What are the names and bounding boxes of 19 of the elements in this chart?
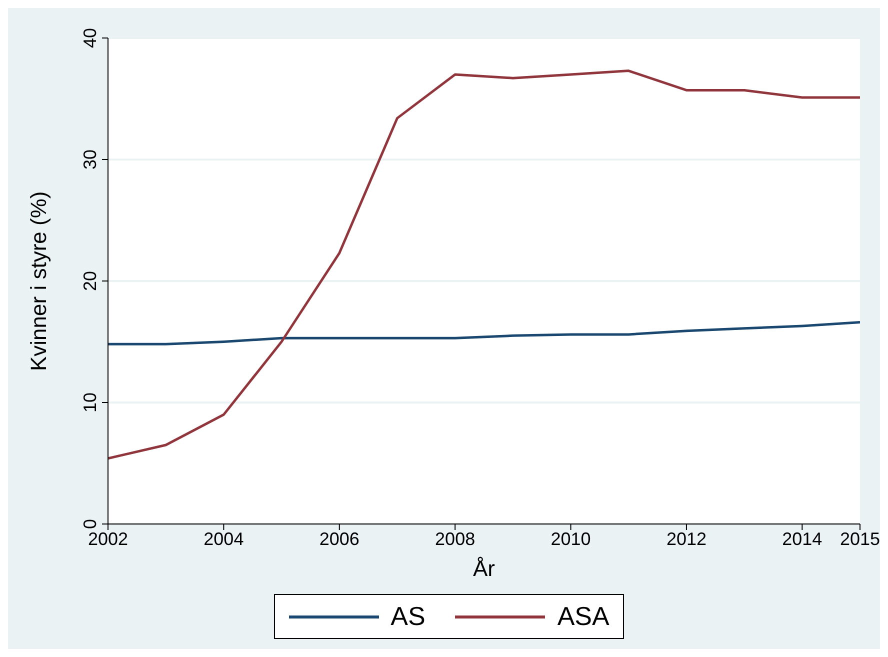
legend-label: AS <box>390 601 426 632</box>
x-tick-label: 2008 <box>435 528 476 549</box>
y-tick-label: 40 <box>80 28 100 48</box>
y-tick-label: 0 <box>80 518 100 530</box>
x-tick-label: 2014 <box>782 528 822 549</box>
x-axis-title: År <box>473 556 495 581</box>
legend-label: ASA <box>557 601 610 632</box>
x-tick-label: 2015 <box>840 528 880 549</box>
line-series <box>108 321 860 346</box>
x-tick-label: 2002 <box>88 528 128 549</box>
y-tick-label: 20 <box>80 270 100 292</box>
line-series <box>108 70 860 460</box>
x-tick-label: 2012 <box>666 528 706 549</box>
x-tick-label: 2006 <box>319 528 360 549</box>
x-tick-label: 2010 <box>550 528 591 549</box>
y-axis-title: Kvinner i styre (%) <box>26 191 51 371</box>
y-tick-label: 30 <box>80 149 100 170</box>
y-tick-label: 10 <box>80 392 100 413</box>
x-tick-label: 2004 <box>204 528 244 549</box>
